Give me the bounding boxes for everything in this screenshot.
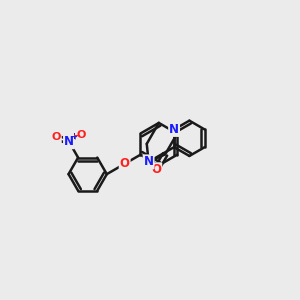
Text: N: N [169, 123, 179, 136]
Text: O: O [120, 157, 130, 170]
Text: O: O [52, 132, 61, 142]
Text: +: + [70, 132, 77, 141]
Text: O: O [76, 130, 86, 140]
Text: −: − [73, 131, 81, 141]
Text: O: O [151, 163, 161, 176]
Text: N: N [64, 135, 74, 148]
Text: N: N [144, 155, 154, 168]
